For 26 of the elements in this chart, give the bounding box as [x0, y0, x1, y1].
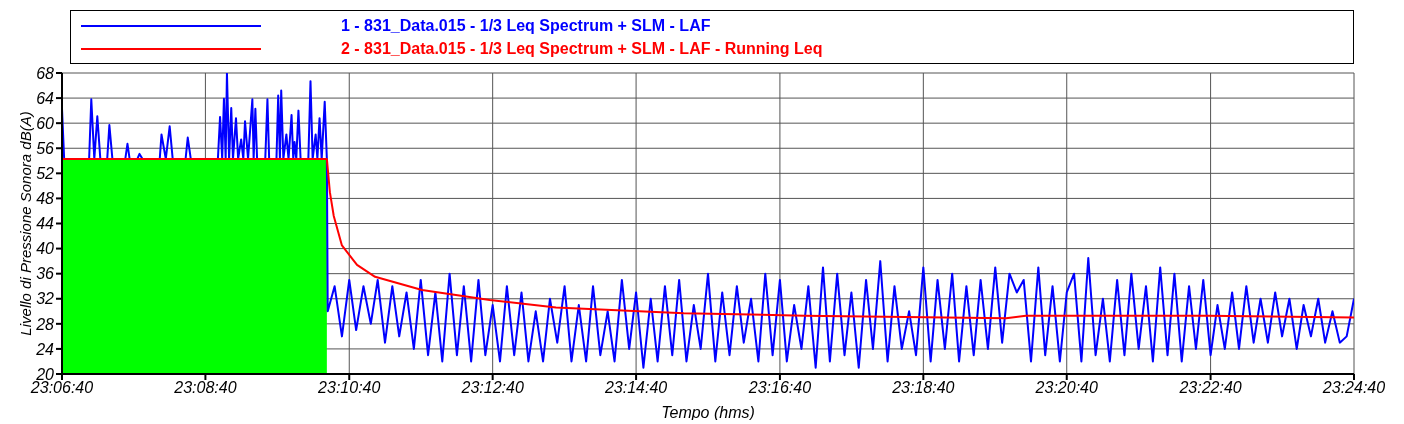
y-tick-label: 52 — [36, 165, 55, 183]
y-tick-label: 40 — [36, 240, 55, 258]
line-series — [62, 157, 1354, 320]
y-tick-label: 68 — [36, 64, 55, 82]
y-tick-label: 44 — [36, 215, 55, 233]
x-tick-label: 23:08:40 — [173, 379, 237, 397]
y-tick-label: 36 — [36, 265, 55, 283]
y-tick-label: 48 — [36, 190, 55, 208]
y-tick-label: 28 — [35, 315, 55, 333]
x-tick-label: 23:24:40 — [1321, 379, 1386, 397]
x-tick-label: 23:20:40 — [1034, 379, 1098, 397]
x-tick-label: 23:16:40 — [747, 379, 812, 397]
y-axis-title: Livello di Pressione Sonora dB(A) — [17, 111, 35, 336]
x-tick-label: 23:12:40 — [460, 379, 524, 397]
y-tick-label: 32 — [36, 290, 55, 308]
y-tick-label: 24 — [35, 340, 55, 358]
x-tick-label: 23:22:40 — [1178, 379, 1242, 397]
text: 2 - 831_Data.015 - 1/3 Leq Spectrum + SLM - LAF - Running Leq — [341, 39, 823, 58]
x-tick-label: 23:18:40 — [891, 379, 955, 397]
y-tick-label: 56 — [36, 139, 55, 157]
x-tick-label: 23:14:40 — [603, 379, 668, 397]
y-tick-label: 60 — [36, 114, 55, 132]
y-tick-label: 64 — [36, 89, 55, 107]
x-tick-label: 23:06:40 — [29, 379, 94, 397]
text: 1 - 831_Data.015 - 1/3 Leq Spectrum + SLM - LAF — [341, 16, 711, 35]
x-tick-label: 23:10:40 — [317, 379, 381, 397]
